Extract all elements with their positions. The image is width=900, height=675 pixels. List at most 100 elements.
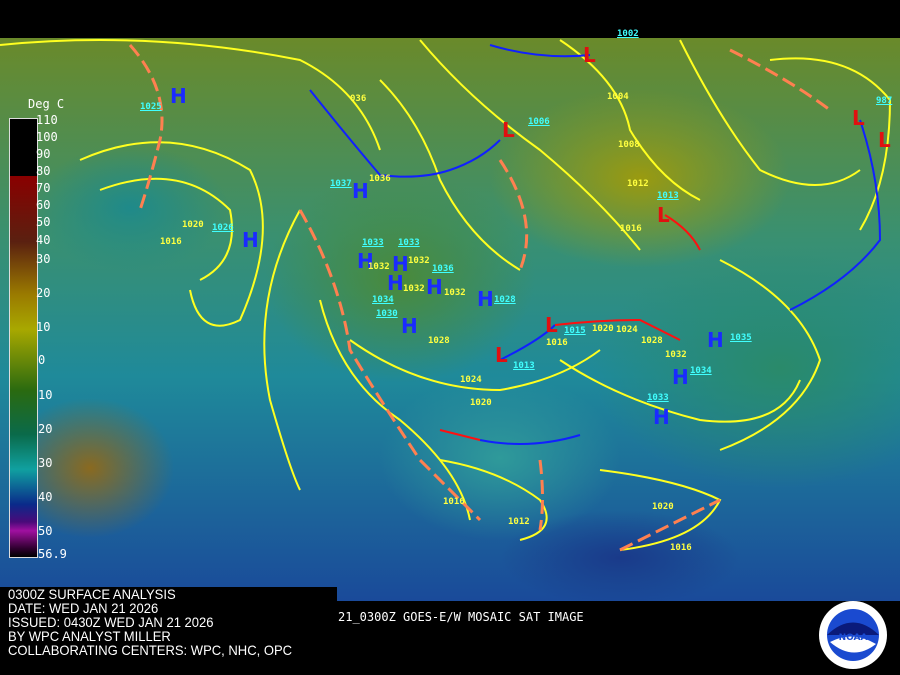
- isobar-value-label: 1033: [362, 238, 384, 248]
- isobar-value-label: 1016: [160, 237, 182, 247]
- trough: [619, 498, 721, 552]
- isobar-value-label: 036: [350, 94, 367, 104]
- isobar: [559, 39, 701, 201]
- low-pressure-center: L: [878, 128, 891, 152]
- isobar-value-label: 1032: [444, 288, 466, 298]
- troughs: [128, 44, 831, 552]
- colorbar-tick-label: 70: [36, 181, 51, 195]
- high-pressure-center: H: [352, 179, 369, 203]
- isobar-value-label: 1028: [494, 295, 516, 305]
- isobar-value-label: 1035: [730, 333, 752, 343]
- high-pressure-center: H: [387, 271, 404, 295]
- isobar: [439, 459, 548, 541]
- collaborating-centers: COLLABORATING CENTERS: WPC, NHC, OPC: [8, 642, 293, 658]
- isobar: [559, 359, 801, 423]
- isobar-value-label: 1032: [408, 256, 430, 266]
- isobar-value-label: 1006: [528, 117, 550, 127]
- isobar-value-label: 1026: [212, 223, 234, 233]
- warm-front: [554, 318, 681, 341]
- isobar: [719, 259, 822, 451]
- high-pressure-center: H: [392, 252, 409, 276]
- satellite-caption: 21_0300Z GOES-E/W MOSAIC SAT IMAGE: [338, 610, 584, 624]
- analysis-analyst: BY WPC ANALYST MILLER: [8, 628, 171, 644]
- isobar-value-label: 1036: [432, 264, 454, 274]
- isobar-value-label: 1030: [376, 309, 398, 319]
- satellite-image: [0, 38, 900, 601]
- low-pressure-center: L: [545, 313, 558, 337]
- isobar: [319, 299, 471, 521]
- isobar-value-label: 1024: [616, 325, 638, 335]
- isobar: [79, 141, 264, 327]
- colorbar-tick-label: 90: [36, 147, 51, 161]
- isobar-value-label: 1032: [368, 262, 390, 272]
- isobar-value-label: 1016: [620, 224, 642, 234]
- warm-front: [439, 429, 481, 441]
- analysis-issued: ISSUED: 0430Z WED JAN 21 2026: [8, 614, 214, 630]
- high-pressure-center: H: [707, 328, 724, 352]
- trough: [729, 48, 831, 112]
- isobar: [379, 79, 521, 271]
- isobar-value-label: 1034: [372, 295, 394, 305]
- isobar-value-label: 1020: [592, 324, 614, 334]
- isobar-value-label: 1037: [330, 179, 352, 189]
- colorbar-tick-label: 56.9: [38, 547, 67, 561]
- isobar-value-label: 1020: [652, 502, 674, 512]
- isobar-value-label: 1004: [607, 92, 629, 102]
- low-pressure-center: L: [502, 118, 515, 142]
- colorbar-tick-label: 30: [38, 456, 53, 470]
- isobar-value-label: 1012: [508, 517, 530, 527]
- isobar-value-label: 1002: [617, 29, 639, 39]
- high-pressure-center: H: [477, 287, 494, 311]
- isobar: [769, 57, 892, 231]
- colorbar-tick-label: 50: [36, 215, 51, 229]
- trough: [538, 459, 544, 531]
- trough: [298, 209, 482, 522]
- isobar-value-label: 987: [876, 96, 893, 106]
- cold-front: [789, 119, 882, 311]
- colorbar-tick-label: 0: [38, 353, 46, 367]
- isobar-value-label: 1025: [140, 102, 162, 112]
- isobar-value-label: 1024: [460, 375, 482, 385]
- isobar-value-label: 1033: [398, 238, 420, 248]
- low-pressure-center: L: [583, 43, 596, 67]
- isobar-value-label: 1013: [657, 191, 679, 201]
- cold-front: [489, 44, 591, 58]
- isobar-value-label: 1036: [369, 174, 391, 184]
- colorbar-tick-label: 80: [36, 164, 51, 178]
- cold-fronts: [309, 44, 882, 445]
- high-pressure-center: H: [426, 275, 443, 299]
- isobar-value-label: 1013: [513, 361, 535, 371]
- analysis-date: DATE: WED JAN 21 2026: [8, 600, 159, 616]
- colorbar-tick-label: 30: [36, 252, 51, 266]
- colorbar-tick-label: 20: [38, 422, 53, 436]
- isobar: [0, 39, 381, 151]
- isobar-value-label: 1015: [564, 326, 586, 336]
- high-pressure-center: H: [653, 405, 670, 429]
- analysis-info-panel: 0300Z SURFACE ANALYSIS DATE: WED JAN 21 …: [0, 587, 337, 675]
- isobar-value-label: 1012: [627, 179, 649, 189]
- trough: [128, 44, 164, 211]
- high-pressure-center: H: [357, 249, 374, 273]
- colorbar-tick-label: 110: [36, 113, 58, 127]
- low-pressure-center: L: [852, 106, 865, 130]
- colorbar-tick-label: 40: [36, 233, 51, 247]
- colorbar-tick-label: 10: [38, 388, 53, 402]
- trough: [498, 159, 529, 271]
- high-pressure-center: H: [242, 228, 259, 252]
- isobar-value-label: 1032: [665, 350, 687, 360]
- isobar-value-label: 1032: [403, 284, 425, 294]
- temperature-colorbar: [9, 118, 38, 558]
- isobar-value-label: 1016: [443, 497, 465, 507]
- colorbar-unit: Deg C: [28, 97, 65, 111]
- isobar-value-label: 1033: [647, 393, 669, 403]
- isobar-value-label: 1008: [618, 140, 640, 150]
- colorbar-tick-label: 10: [36, 320, 51, 334]
- isobar-value-label: 1020: [182, 220, 204, 230]
- high-pressure-center: H: [170, 84, 187, 108]
- warm-fronts: [439, 214, 701, 441]
- colorbar-tick-label: 60: [36, 198, 51, 212]
- isobar: [99, 177, 233, 281]
- cold-front: [309, 89, 501, 178]
